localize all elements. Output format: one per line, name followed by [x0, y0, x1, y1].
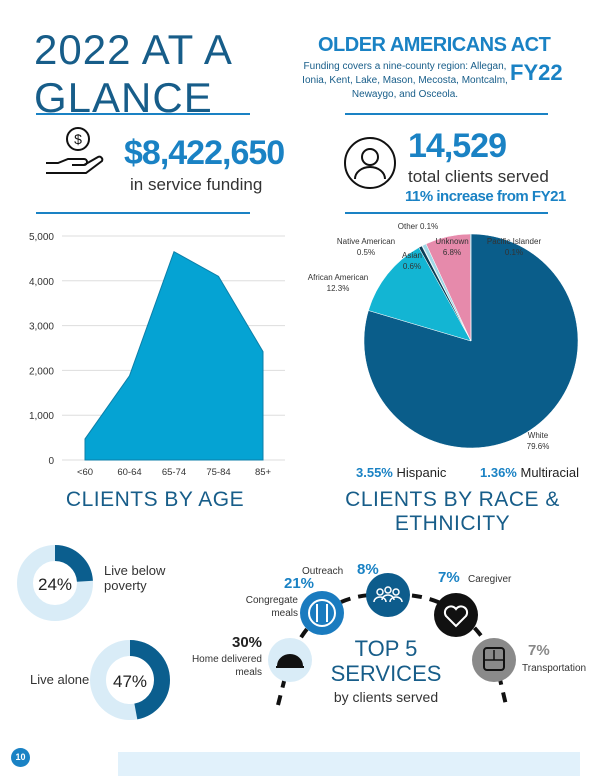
- x-tick-label: <60: [77, 467, 93, 478]
- pie-label: Other 0.1%: [398, 222, 438, 231]
- hispanic-value: 3.55%: [356, 465, 393, 480]
- fiscal-year: FY22: [510, 60, 563, 85]
- pie-slice-pacific-islander: [470, 233, 472, 342]
- divider: [36, 113, 250, 115]
- page-title: 2022 AT A GLANCE: [34, 26, 231, 121]
- multiracial-stat: 1.36% Multiracial: [480, 465, 579, 480]
- poverty-percent: 24%: [38, 575, 72, 594]
- service-congregate-pct: 21%: [284, 575, 315, 592]
- multiracial-label: Multiracial: [520, 465, 580, 480]
- x-tick-label: 85+: [255, 467, 272, 478]
- race-pie-chart: White 79.6% African American 12.3% Native Am…: [308, 222, 579, 451]
- pie-value: 0.1%: [505, 248, 523, 257]
- svg-text:$: $: [74, 131, 82, 147]
- pie-label: Unknown: [435, 237, 468, 246]
- services-title: TOP 5 SERVICES: [326, 636, 446, 686]
- live-alone-percent: 47%: [113, 672, 147, 691]
- y-tick-label: 0: [48, 456, 54, 467]
- services-arc: [268, 573, 516, 706]
- pie-value: 79.6%: [527, 442, 550, 451]
- service-caregiver-label: Caregiver: [468, 574, 512, 585]
- x-tick-label: 75-84: [206, 467, 230, 478]
- pie-label: African American: [308, 273, 368, 282]
- poverty-donut: 24%: [17, 545, 93, 621]
- page-number: 10: [11, 748, 30, 767]
- divider: [345, 113, 548, 115]
- divider: [36, 212, 250, 214]
- pie-label: White: [528, 431, 549, 440]
- services-title-line2: SERVICES: [330, 661, 442, 686]
- pie-value: 12.3%: [327, 284, 350, 293]
- service-outreach-label: Outreach: [302, 566, 344, 577]
- pie-value: 0.6%: [403, 262, 421, 271]
- service-home-label: Home delivered meals: [191, 654, 262, 678]
- service-outreach-pct: 8%: [357, 561, 379, 578]
- y-tick-label: 3,000: [29, 322, 54, 333]
- service-home-pct: 30%: [232, 634, 263, 651]
- pie-value: 6.8%: [443, 248, 461, 257]
- funding-amount: $8,422,650: [124, 134, 285, 172]
- footer-bar: [118, 752, 580, 776]
- poverty-label: Live below poverty: [104, 563, 166, 593]
- client-label: total clients served: [408, 167, 549, 186]
- service-transport-pct: 7%: [528, 642, 550, 659]
- age-area: [84, 250, 264, 461]
- live-alone-donut: 47%: [90, 640, 170, 720]
- multiracial-value: 1.36%: [480, 465, 517, 480]
- race-chart-title: CLIENTS BY RACE & ETHNICITY: [345, 488, 560, 535]
- divider: [345, 212, 548, 214]
- pie-label: Pacific Islander: [487, 237, 542, 246]
- hispanic-stat: 3.55% Hispanic: [356, 465, 446, 480]
- y-tick-label: 1,000: [29, 411, 54, 422]
- live-alone-label: Live alone: [30, 672, 90, 687]
- funding-note: Funding covers a nine-county region: All…: [302, 61, 508, 100]
- x-tick-label: 60-64: [117, 467, 141, 478]
- pie-slice-african-american: [368, 247, 472, 342]
- service-transport-label: Transportation: [522, 663, 587, 674]
- pie-value: 0.5%: [357, 248, 375, 257]
- service-caregiver-pct: 7%: [438, 569, 460, 586]
- services-subtitle: by clients served: [333, 689, 439, 705]
- service-congregate-label: Congregate meals: [245, 595, 298, 619]
- pie-label: Native American: [337, 237, 395, 246]
- plate-utensils-icon: [300, 591, 344, 635]
- age-area-chart: 0 1,000 2,000 3,000 4,000 5,000 <60 60-64 65-74 7…: [29, 232, 285, 478]
- y-tick-label: 2,000: [29, 366, 54, 377]
- x-tick-label: 65-74: [162, 467, 186, 478]
- heart-icon: [434, 593, 478, 637]
- age-chart-title: CLIENTS BY AGE: [65, 488, 245, 511]
- pie-label: Asian: [402, 251, 422, 260]
- person-icon: [344, 137, 396, 189]
- client-increase: 11% increase from FY21: [405, 188, 566, 205]
- y-tick-label: 5,000: [29, 232, 54, 243]
- services-title-line1: TOP 5: [354, 636, 418, 661]
- hand-dollar-icon: $: [46, 127, 104, 174]
- client-count: 14,529: [408, 127, 507, 165]
- program-name: OLDER AMERICANS ACT: [318, 34, 551, 56]
- hispanic-label: Hispanic: [396, 465, 447, 480]
- funding-label: in service funding: [130, 175, 263, 194]
- y-tick-label: 4,000: [29, 277, 54, 288]
